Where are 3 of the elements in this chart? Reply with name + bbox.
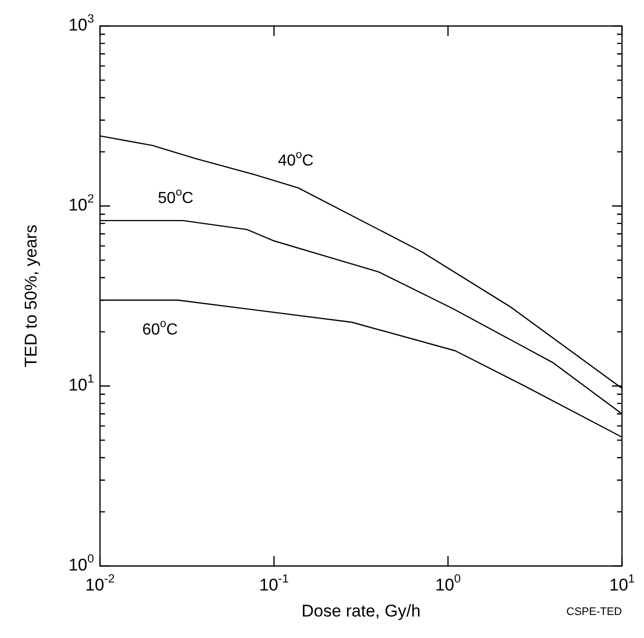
text: CSPE-TED bbox=[566, 606, 622, 618]
y-axis-title: TED to 50%, years bbox=[22, 224, 41, 368]
x-axis-title: Dose rate, Gy/h bbox=[301, 602, 421, 621]
